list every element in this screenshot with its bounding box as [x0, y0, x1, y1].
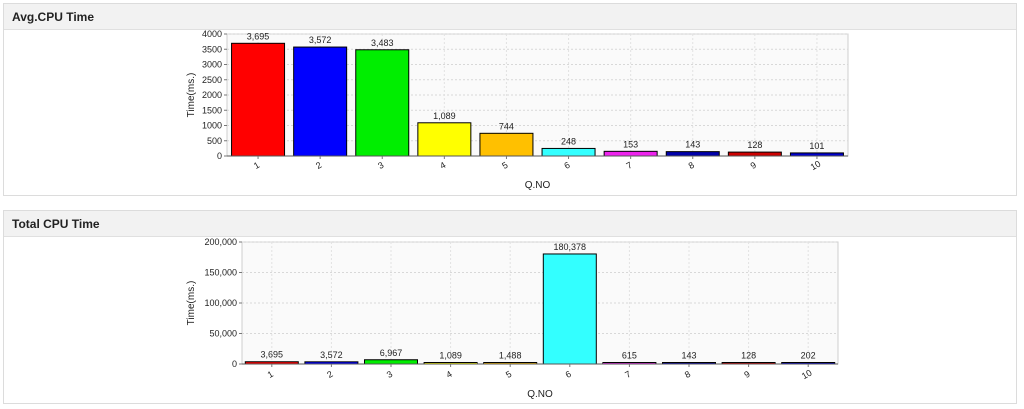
bar-value-label: 202	[801, 351, 816, 361]
bar-value-label: 744	[499, 121, 514, 131]
bar-value-label: 1,488	[499, 351, 522, 361]
bar-value-label: 3,572	[320, 350, 343, 360]
bar	[355, 49, 410, 157]
y-tick-label: 150,000	[204, 268, 237, 278]
x-tick-label: 1	[266, 369, 275, 380]
bar-value-label: 3,572	[309, 35, 332, 45]
x-tick-label: 4	[438, 160, 447, 171]
bar	[364, 359, 418, 365]
panel-title: Avg.CPU Time	[4, 4, 1016, 30]
x-tick-label: 6	[564, 369, 573, 380]
bar-value-label: 3,695	[247, 31, 270, 41]
x-tick-label: 10	[809, 159, 823, 173]
y-tick-label: 4000	[202, 30, 222, 39]
bar-value-label: 101	[809, 141, 824, 151]
bar-value-label: 153	[623, 139, 638, 149]
x-tick-label: 7	[624, 160, 633, 171]
y-tick-label: 1500	[202, 105, 222, 115]
y-tick-label: 3500	[202, 44, 222, 54]
avg-cpu-panel: Avg.CPU Time 0 500 1000 1500 2000 2500 3000 350…	[3, 3, 1017, 196]
bar-value-label: 6,967	[380, 348, 403, 358]
bar-value-label: 143	[685, 140, 700, 150]
bar	[542, 253, 597, 365]
bar-value-label: 143	[681, 351, 696, 361]
x-tick-label: 9	[749, 160, 758, 171]
y-tick-label: 100,000	[204, 298, 237, 308]
bar-value-label: 128	[741, 351, 756, 361]
bar	[293, 46, 348, 157]
chart-container: 0 500 1000 1500 2000 2500 3000 3500 4000 3,695 3,5…	[4, 29, 1016, 200]
bar	[727, 151, 782, 157]
x-tick-label: 7	[623, 369, 632, 380]
bar	[231, 42, 286, 157]
x-tick-label: 2	[314, 160, 323, 171]
bar-value-label: 128	[747, 140, 762, 150]
y-tick-label: 50,000	[209, 329, 237, 339]
total-cpu-panel: Total CPU Time 0 50,000 100,000 150,000 200,…	[3, 210, 1017, 404]
bar-value-label: 1,089	[433, 111, 456, 121]
avg-cpu-chart: 0 500 1000 1500 2000 2500 3000 3500 4000 3,695 3,5…	[186, 29, 849, 191]
x-tick-label: 6	[562, 160, 571, 171]
y-tick-label: 2000	[202, 90, 222, 100]
x-tick-label: 3	[376, 160, 385, 171]
x-tick-label: 3	[385, 369, 394, 380]
x-tick-label: 10	[800, 368, 814, 382]
y-axis-label: Time(ms.)	[186, 281, 197, 326]
x-axis-label: Q.NO	[525, 180, 551, 191]
bar	[417, 122, 472, 157]
y-tick-label: 0	[217, 151, 222, 161]
x-tick-label: 8	[687, 160, 696, 171]
bar	[603, 150, 658, 157]
y-tick-label: 2500	[202, 75, 222, 85]
bar-value-label: 180,378	[554, 242, 587, 252]
x-tick-label: 9	[742, 369, 751, 380]
bar-value-label: 1,089	[439, 351, 462, 361]
panel-title: Total CPU Time	[4, 211, 1016, 237]
y-tick-label: 3000	[202, 60, 222, 70]
x-tick-label: 2	[325, 369, 334, 380]
y-tick-label: 1000	[202, 121, 222, 131]
bar	[665, 151, 720, 157]
y-tick-label: 0	[232, 359, 237, 369]
bar-value-label: 248	[561, 136, 576, 146]
x-tick-label: 1	[252, 160, 261, 171]
bar-value-label: 3,483	[371, 38, 394, 48]
x-tick-label: 5	[504, 369, 513, 380]
bar-value-label: 3,695	[261, 350, 284, 360]
bar	[479, 132, 534, 157]
x-tick-label: 5	[500, 160, 509, 171]
x-tick-label: 8	[683, 369, 692, 380]
x-tick-label: 4	[444, 369, 453, 380]
bar-value-label: 615	[622, 351, 637, 361]
y-tick-label: 500	[207, 136, 222, 146]
bar	[541, 147, 596, 157]
chart-container: 0 50,000 100,000 150,000 200,000 3,695 3,572 6,…	[4, 237, 1016, 408]
total-cpu-chart: 0 50,000 100,000 150,000 200,000 3,695 3,572 6,…	[186, 237, 839, 400]
y-axis-label: Time(ms.)	[186, 73, 197, 118]
y-tick-label: 200,000	[204, 237, 237, 247]
x-axis-label: Q.NO	[527, 389, 553, 400]
